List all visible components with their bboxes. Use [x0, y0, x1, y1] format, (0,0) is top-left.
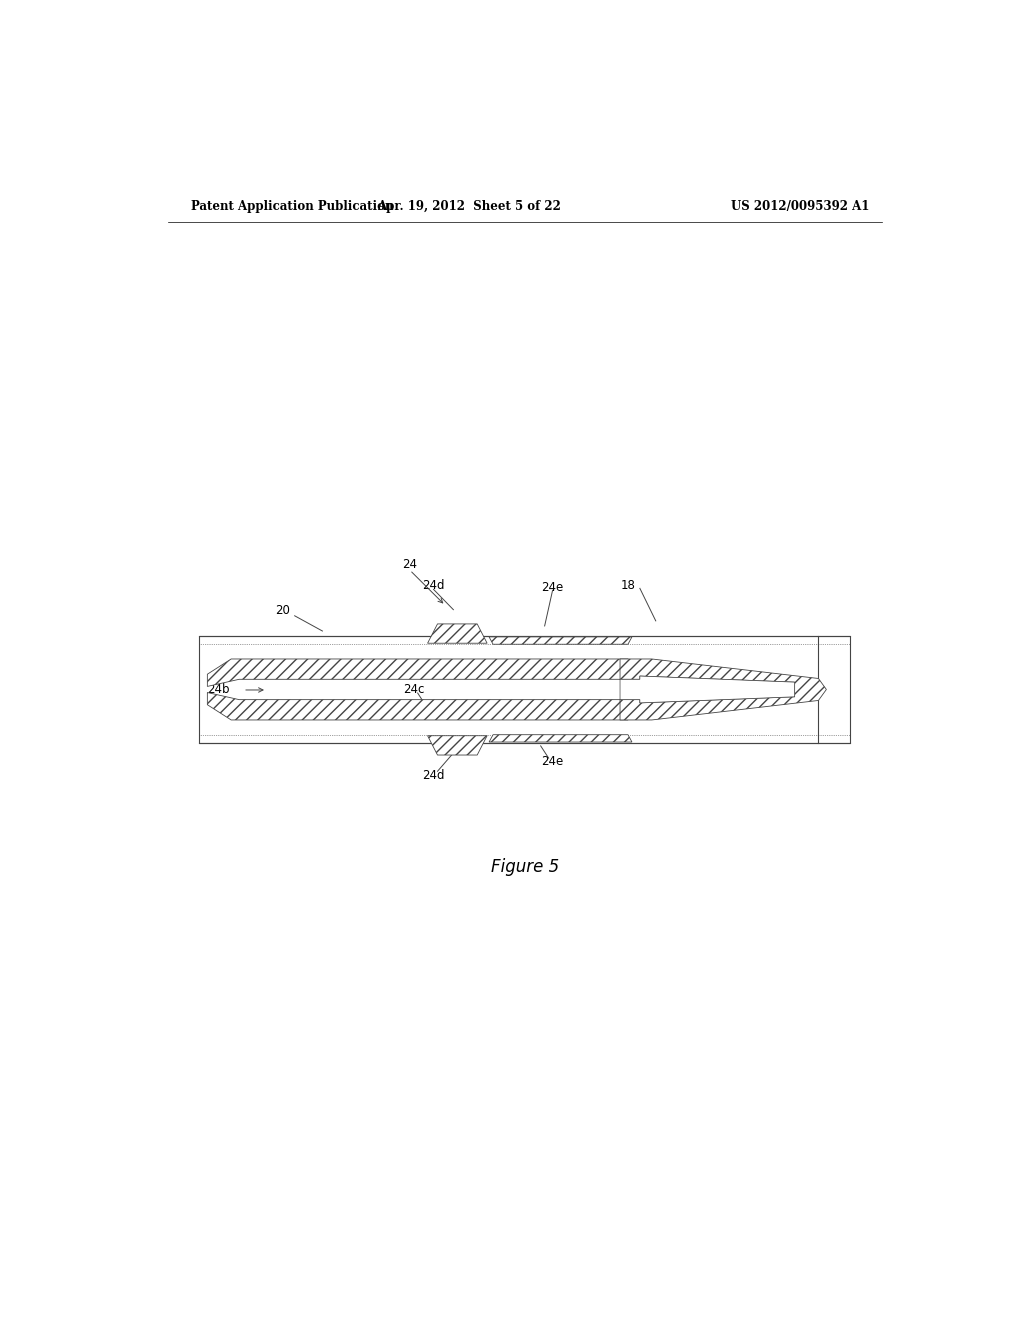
Text: US 2012/0095392 A1: US 2012/0095392 A1: [731, 199, 869, 213]
Text: 24d: 24d: [422, 768, 444, 781]
Text: 24b: 24b: [207, 684, 229, 697]
Polygon shape: [428, 624, 487, 643]
Text: 24c: 24c: [403, 684, 424, 697]
Polygon shape: [620, 659, 826, 719]
Polygon shape: [207, 659, 628, 686]
Text: Apr. 19, 2012  Sheet 5 of 22: Apr. 19, 2012 Sheet 5 of 22: [377, 199, 561, 213]
Text: 24d: 24d: [422, 578, 444, 591]
Polygon shape: [489, 638, 632, 644]
Text: 24a: 24a: [751, 684, 773, 697]
Polygon shape: [207, 693, 628, 719]
Text: Figure 5: Figure 5: [490, 858, 559, 876]
Text: 20: 20: [275, 605, 290, 618]
Text: Patent Application Publication: Patent Application Publication: [191, 199, 394, 213]
Text: 24e: 24e: [542, 581, 563, 594]
Polygon shape: [620, 676, 795, 702]
Polygon shape: [428, 735, 487, 755]
Text: 18: 18: [621, 578, 636, 591]
Text: 24e: 24e: [542, 755, 563, 768]
Bar: [200, 636, 850, 743]
Text: 24: 24: [402, 558, 417, 572]
Polygon shape: [489, 735, 632, 742]
